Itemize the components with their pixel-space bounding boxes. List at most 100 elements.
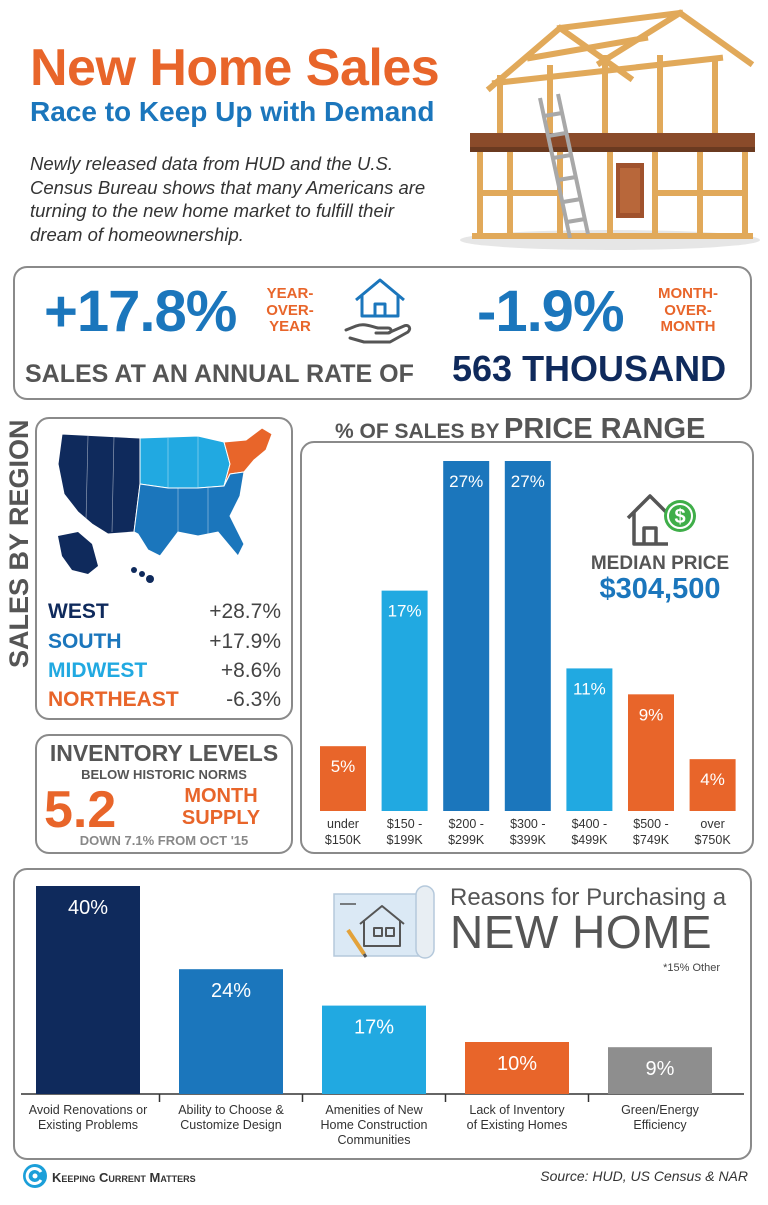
reasons-category-label: Amenities of New	[325, 1103, 423, 1117]
house-dollar-icon: $	[626, 494, 696, 546]
price-category-label: $200 -	[448, 817, 483, 831]
yoy-caption-line: YEAR	[269, 318, 311, 335]
intro-text: Newly released data from HUD and the U.S…	[30, 153, 426, 246]
logo-icon	[23, 1164, 47, 1188]
region-name-northeast: NORTHEAST	[48, 688, 179, 711]
hand-house-icon	[344, 278, 412, 344]
inventory-value: 5.2	[44, 781, 117, 839]
reasons-category-label: of Existing Homes	[467, 1118, 568, 1132]
inventory-subtitle: BELOW HISTORIC NORMS	[81, 767, 247, 782]
price-category-label: under	[327, 817, 359, 831]
blueprint-icon	[333, 885, 435, 959]
price-category-label: over	[700, 817, 724, 831]
reasons-category-label: Communities	[338, 1133, 411, 1147]
inventory-panel	[35, 734, 293, 854]
mom-caption: MONTH- OVER- MONTH	[652, 285, 724, 336]
reasons-category-label: Avoid Renovations or	[29, 1103, 148, 1117]
price-bar	[628, 694, 674, 811]
price-bar-label: 5%	[331, 757, 356, 776]
price-bar	[381, 590, 428, 811]
reasons-bar	[179, 969, 283, 1094]
region-name-midwest: MIDWEST	[48, 659, 148, 682]
mom-caption-line: MONTH-	[658, 285, 718, 302]
reasons-title-line2: NEW HOME	[450, 906, 713, 958]
price-bar-label: 4%	[700, 770, 725, 789]
inventory-caption-line: SUPPLY	[181, 807, 261, 829]
price-category-label: $500 -	[633, 817, 668, 831]
yoy-caption: YEAR- OVER- YEAR	[263, 285, 317, 336]
mom-caption-line: OVER-	[664, 301, 712, 319]
inventory-change-note: DOWN 7.1% FROM OCT '15	[79, 833, 249, 848]
reasons-title-line1: Reasons for Purchasing a	[450, 884, 727, 911]
price-chart-title: % OF SALES BY PRICE RANGE	[335, 413, 705, 446]
reasons-category-label: Lack of Inventory	[469, 1103, 565, 1117]
reasons-category-label: Efficiency	[633, 1118, 687, 1132]
page-title: New Home Sales	[30, 39, 440, 97]
region-value-west: +28.7%	[209, 600, 281, 623]
region-value-midwest: +8.6%	[220, 659, 281, 682]
price-bar	[504, 461, 551, 811]
region-name-south: SOUTH	[48, 630, 122, 653]
inventory-title: INVENTORY LEVELS	[49, 740, 279, 766]
page-subtitle: Race to Keep Up with Demand	[30, 96, 435, 127]
price-category-label: $300 -	[510, 817, 545, 831]
price-bar	[566, 668, 613, 811]
inventory-caption: MONTH SUPPLY	[160, 785, 282, 829]
reasons-bar-label: 17%	[354, 1017, 394, 1039]
price-category-label: $150K	[325, 833, 362, 847]
yoy-caption-line: OVER-	[266, 301, 314, 319]
reasons-bar-label: 24%	[211, 980, 251, 1002]
reasons-footnote: *15% Other	[663, 962, 720, 974]
price-bar-label: 17%	[388, 602, 422, 621]
reasons-bar	[608, 1047, 712, 1094]
yoy-value: +17.8%	[44, 279, 237, 344]
mom-caption-line: MONTH	[660, 318, 716, 335]
mom-value: -1.9%	[477, 279, 625, 344]
price-bar	[689, 759, 736, 811]
region-value-northeast: -6.3%	[226, 688, 281, 711]
price-category-label: $750K	[695, 833, 732, 847]
reasons-bar	[36, 886, 140, 1094]
reasons-bar-label: 40%	[68, 897, 108, 919]
annual-rate-label: SALES AT AN ANNUAL RATE OF	[25, 360, 414, 388]
house-frame-illustration	[460, 9, 760, 250]
reasons-category-label: Customize Design	[180, 1118, 281, 1132]
price-category-label: $199K	[387, 833, 424, 847]
price-bar-label: 27%	[511, 472, 545, 491]
price-range-chart: 5% under $150K 17% $150 - $199K 27% $200 - $299K…	[320, 461, 736, 847]
logo-text: Keeping Current Matters	[52, 1170, 196, 1185]
price-bar-label: 27%	[449, 472, 483, 491]
reasons-bar	[322, 1005, 426, 1094]
price-category-label: $299K	[448, 833, 485, 847]
annual-rate-value: 563 THOUSAND	[452, 348, 727, 389]
reasons-bar	[465, 1042, 569, 1094]
price-bar	[320, 746, 366, 811]
price-category-label: $399K	[510, 833, 547, 847]
price-bar	[443, 461, 490, 811]
yoy-caption-line: YEAR-	[266, 285, 314, 302]
median-price-label: MEDIAN PRICE	[590, 553, 730, 574]
price-bar-label: 9%	[639, 705, 664, 724]
reasons-category-label: Home Construction	[321, 1118, 428, 1132]
price-category-label: $400 -	[572, 817, 607, 831]
price-bar-label: 11%	[573, 679, 606, 698]
us-region-map	[57, 427, 273, 583]
inventory-caption-line: MONTH	[184, 785, 258, 807]
region-heading: SALES BY REGION	[4, 419, 34, 668]
price-category-label: $150 -	[387, 817, 422, 831]
region-name-west: WEST	[48, 600, 109, 623]
region-value-south: +17.9%	[209, 630, 281, 653]
reasons-bar-label: 10%	[497, 1053, 537, 1075]
price-category-label: $749K	[633, 833, 670, 847]
reasons-category-label: Existing Problems	[38, 1118, 138, 1132]
price-chart-title-part: PRICE RANGE	[503, 413, 706, 445]
reasons-category-label: Ability to Choose &	[178, 1103, 284, 1117]
median-price-value: $304,500	[599, 573, 721, 605]
svg-text:$: $	[674, 506, 685, 528]
price-category-label: $499K	[571, 833, 608, 847]
reasons-bar-label: 9%	[646, 1058, 675, 1080]
price-chart-title-part: % OF SALES BY	[335, 420, 500, 443]
reasons-category-label: Green/Energy	[621, 1103, 700, 1117]
source-note: Source: HUD, US Census & NAR	[540, 1168, 748, 1184]
